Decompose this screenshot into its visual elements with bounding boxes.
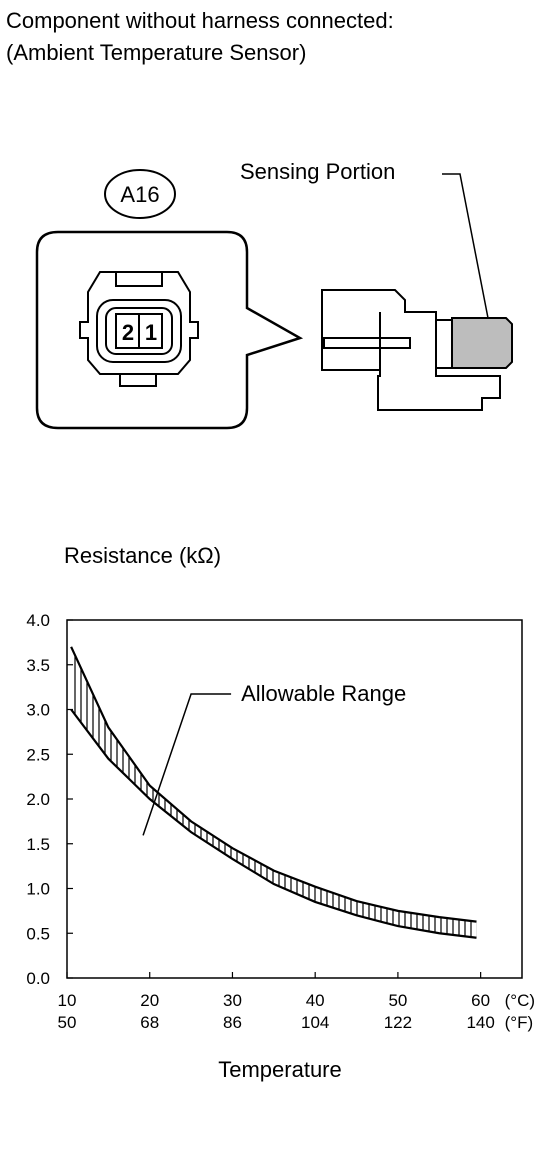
sensor-body — [321, 289, 501, 411]
connector-id: A16 — [120, 182, 159, 207]
x-tick-label: 30 — [223, 991, 242, 1010]
y-tick-label: 4.0 — [26, 611, 50, 630]
annotation: Allowable Range — [241, 681, 406, 706]
x-tick-label: 50 — [388, 991, 407, 1010]
x-tick-label-f: 50 — [58, 1013, 77, 1032]
y-tick-label: 0.5 — [26, 924, 50, 943]
y-tick-label: 0.0 — [26, 969, 50, 988]
leader-line — [442, 173, 489, 319]
sensing-portion — [451, 317, 513, 369]
x-unit: (°F) — [505, 1013, 534, 1032]
callout-box — [35, 230, 304, 430]
x-tick-label-f: 68 — [140, 1013, 159, 1032]
y-tick-label: 1.0 — [26, 880, 50, 899]
annotation-leader — [142, 693, 232, 836]
header-line: Component without harness connected: — [6, 8, 394, 33]
header-line: (Ambient Temperature Sensor) — [6, 40, 306, 65]
x-tick-label: 20 — [140, 991, 159, 1010]
x-tick-label-f: 86 — [223, 1013, 242, 1032]
connector-id-badge — [104, 169, 176, 219]
x-tick-label-f: 140 — [466, 1013, 494, 1032]
band-fill — [71, 646, 477, 938]
x-tick-label-f: 104 — [301, 1013, 329, 1032]
y-tick-label: 3.5 — [26, 656, 50, 675]
band-edge — [70, 646, 477, 923]
y-tick-label: 2.0 — [26, 790, 50, 809]
x-tick-label: 40 — [306, 991, 325, 1010]
x-tick-label-f: 122 — [384, 1013, 412, 1032]
x-unit: (°C) — [505, 991, 535, 1010]
connector-face — [79, 271, 199, 387]
y-tick-label: 2.5 — [26, 745, 50, 764]
x-axis-title: Temperature — [218, 1057, 342, 1082]
band-edge — [70, 708, 477, 939]
x-tick-label: 60 — [471, 991, 490, 1010]
sensing-label: Sensing Portion — [240, 159, 395, 184]
pin-label: 2 — [122, 320, 134, 345]
x-tick-label: 10 — [58, 991, 77, 1010]
y-tick-label: 1.5 — [26, 835, 50, 854]
pin-label: 1 — [145, 320, 157, 345]
y-tick-label: 3.0 — [26, 701, 50, 720]
y-axis-title: Resistance (kΩ) — [64, 543, 221, 568]
